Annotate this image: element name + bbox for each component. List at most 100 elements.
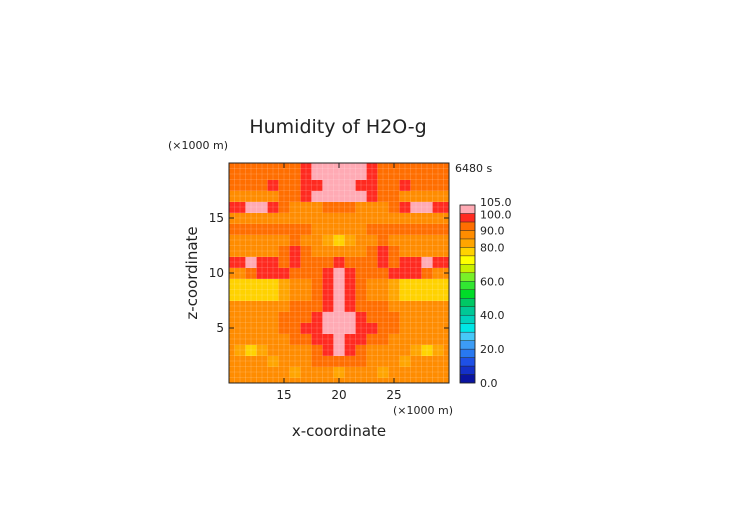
field-cell xyxy=(333,201,345,213)
field-cell xyxy=(366,366,378,378)
field-cell xyxy=(344,168,356,180)
time-label: 6480 s xyxy=(455,162,492,175)
field-cell xyxy=(410,190,422,202)
field-cell xyxy=(410,289,422,301)
field-cell xyxy=(399,256,411,268)
field-cell xyxy=(410,355,422,367)
field-cell xyxy=(333,333,345,345)
field-cell xyxy=(245,163,257,169)
field-cell xyxy=(355,163,367,169)
field-cell xyxy=(388,300,400,312)
field-cell xyxy=(234,201,246,213)
field-cell xyxy=(234,163,246,169)
field-cell xyxy=(366,212,378,224)
field-cell xyxy=(267,322,279,334)
colorbar-tick-label: 100.0 xyxy=(480,208,512,221)
field-cell xyxy=(355,366,367,378)
field-cell xyxy=(289,168,301,180)
colorbar-swatch xyxy=(459,230,476,240)
field-cell xyxy=(410,212,422,224)
colorbar-swatch xyxy=(459,298,476,307)
field-cell xyxy=(289,267,301,279)
field-cell xyxy=(421,256,433,268)
field-cell xyxy=(421,355,433,367)
field-cell xyxy=(234,289,246,301)
field-cell xyxy=(234,212,246,224)
field-cell xyxy=(322,333,334,345)
field-cell xyxy=(322,190,334,202)
field-cell xyxy=(245,234,257,246)
field-cell xyxy=(443,333,450,345)
field-cell xyxy=(344,223,356,235)
colorbar-swatch xyxy=(459,357,476,367)
y-tick-label: 10 xyxy=(209,266,224,280)
field-cell xyxy=(366,333,378,345)
x-tick-label: 15 xyxy=(276,388,291,402)
field-cell xyxy=(443,223,450,235)
field-cell xyxy=(234,333,246,345)
field-cell xyxy=(311,311,323,323)
field-cell xyxy=(256,267,268,279)
field-cell xyxy=(278,267,290,279)
colorbar-swatch xyxy=(459,281,476,290)
field-cell xyxy=(432,190,444,202)
field-cell xyxy=(300,223,312,235)
field-cell xyxy=(234,190,246,202)
field-cell xyxy=(432,300,444,312)
field-cell xyxy=(300,179,312,191)
field-cell xyxy=(267,212,279,224)
field-cell xyxy=(300,344,312,356)
field-cell xyxy=(267,267,279,279)
field-cell xyxy=(355,256,367,268)
field-cell xyxy=(267,223,279,235)
field-cell xyxy=(300,267,312,279)
x-axis-ticks: 15 20 25 xyxy=(276,163,402,402)
field-cell xyxy=(278,201,290,213)
field-cell xyxy=(278,168,290,180)
field-cell xyxy=(278,179,290,191)
field-cell xyxy=(245,355,257,367)
grid-lines xyxy=(229,163,449,383)
colorbar-tick-label: 60.0 xyxy=(480,275,505,288)
field-cell xyxy=(366,245,378,257)
field-cell xyxy=(256,179,268,191)
field-cell xyxy=(234,179,246,191)
field-cell xyxy=(256,289,268,301)
field-cell xyxy=(377,179,389,191)
field-cell xyxy=(410,267,422,279)
field-cell xyxy=(229,311,235,323)
field-cell xyxy=(234,377,246,384)
field-cell xyxy=(278,212,290,224)
field-cell xyxy=(432,344,444,356)
field-cell xyxy=(421,179,433,191)
field-cell xyxy=(344,366,356,378)
field-cell xyxy=(234,344,246,356)
field-cell xyxy=(366,355,378,367)
field-cell xyxy=(245,267,257,279)
field-cell xyxy=(344,344,356,356)
field-cell xyxy=(322,179,334,191)
field-cell xyxy=(311,234,323,246)
field-cell xyxy=(410,344,422,356)
field-cell xyxy=(311,212,323,224)
field-cell xyxy=(377,201,389,213)
field-cell xyxy=(355,344,367,356)
field-cell xyxy=(432,333,444,345)
field-cell xyxy=(366,163,378,169)
field-cell xyxy=(443,289,450,301)
colorbar-swatch xyxy=(459,204,476,214)
field-cell xyxy=(267,311,279,323)
field-cell xyxy=(234,366,246,378)
field-cell xyxy=(366,377,378,384)
field-cell xyxy=(278,355,290,367)
field-cell xyxy=(344,256,356,268)
colorbar-swatch xyxy=(459,340,476,350)
field-cell xyxy=(229,300,235,312)
field-cell xyxy=(432,168,444,180)
field-cell xyxy=(432,234,444,246)
field-cell xyxy=(289,201,301,213)
field-cell xyxy=(421,223,433,235)
field-cell xyxy=(377,234,389,246)
field-cell xyxy=(311,355,323,367)
field-cell xyxy=(366,289,378,301)
